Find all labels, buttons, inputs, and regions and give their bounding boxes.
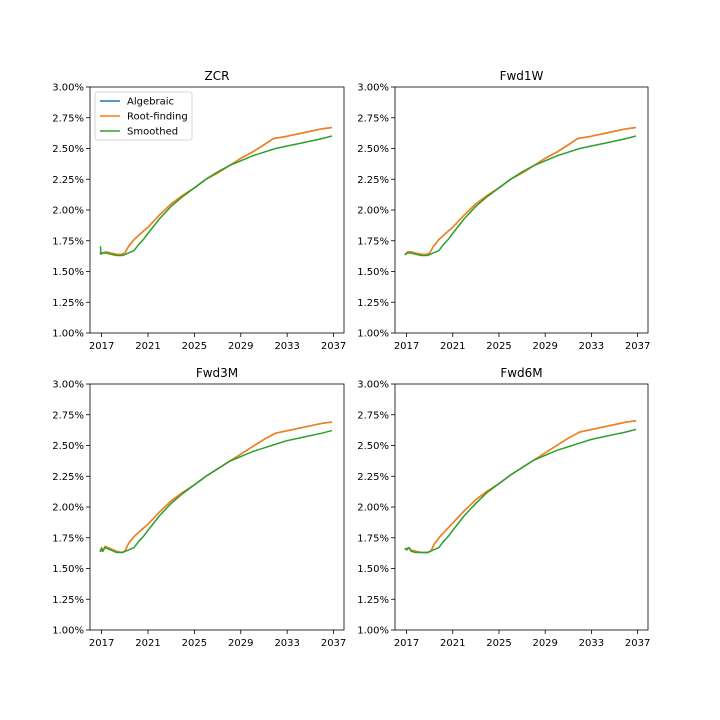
y-tick-label: 1.50% (357, 564, 389, 575)
x-tick-label: 2017 (394, 341, 419, 352)
x-tick-label: 2037 (321, 638, 346, 649)
x-tick-label: 2017 (89, 638, 114, 649)
y-tick-label: 1.25% (52, 595, 84, 606)
x-tick-label: 2017 (394, 638, 419, 649)
y-tick-label: 1.50% (52, 267, 84, 278)
x-tick-label: 2033 (274, 341, 299, 352)
subplot-title: Fwd3M (196, 366, 238, 380)
y-tick-label: 2.50% (357, 144, 389, 155)
axes-frame (89, 86, 345, 334)
x-tick-label: 2029 (532, 341, 557, 352)
x-tick-label: 2021 (135, 638, 160, 649)
y-tick-label: 1.00% (52, 329, 84, 340)
series-line-root-finding (404, 126, 637, 256)
x-tick-label: 2021 (440, 341, 465, 352)
x-tick-label: 2025 (182, 341, 207, 352)
y-tick-label: 1.00% (357, 626, 389, 637)
x-tick-label: 2017 (89, 341, 114, 352)
axes-frame (89, 383, 345, 631)
y-tick-label: 2.00% (52, 206, 84, 217)
x-tick-label: 2021 (135, 341, 160, 352)
y-tick-label: 1.50% (52, 564, 84, 575)
y-tick-label: 2.00% (357, 503, 389, 514)
y-tick-label: 2.75% (52, 410, 84, 421)
y-tick-label: 2.25% (52, 472, 84, 483)
axes-frame (394, 383, 649, 631)
series-line-smoothed (404, 428, 637, 554)
x-tick-label: 2029 (532, 638, 557, 649)
x-tick-label: 2025 (486, 638, 511, 649)
series-group (404, 420, 637, 554)
y-tick-label: 1.25% (52, 298, 84, 309)
y-tick-label: 2.25% (357, 472, 389, 483)
y-tick-label: 1.75% (357, 533, 389, 544)
subplot-fwd6m: Fwd6M 1.00% 1.25% 1.50% 1.75% 2.00% 2.25% 2.50%… (357, 366, 650, 649)
y-tick-label: 1.75% (52, 533, 84, 544)
y-tick-label: 2.75% (357, 113, 389, 124)
legend-box (94, 91, 193, 141)
x-tick-label: 2033 (274, 638, 299, 649)
y-tick-label: 3.00% (52, 83, 84, 94)
legend-label: Smoothed (127, 127, 178, 138)
series-line-smoothed (99, 429, 333, 554)
y-tick-label: 1.25% (357, 595, 389, 606)
y-tick-label: 1.75% (52, 236, 84, 247)
x-tick-label: 2037 (321, 341, 346, 352)
y-tick-label: 2.25% (357, 175, 389, 186)
series-line-root-finding (99, 421, 333, 554)
legend-label: Algebraic (127, 97, 174, 108)
subplot-title: Fwd1W (500, 69, 544, 83)
y-tick-label: 2.00% (52, 503, 84, 514)
subplot-zcr: ZCR 1.00% 1.25% 1.50% 1.75% 2.00% 2.25% 2.50% 2.… (52, 69, 346, 352)
subplot-fwd3m: Fwd3M 1.00% 1.25% 1.50% 1.75% 2.00% 2.25% 2.50%… (52, 366, 346, 649)
subplot-fwd1w: Fwd1W 1.00% 1.25% 1.50% 1.75% 2.00% 2.25% 2.50%… (357, 69, 650, 352)
y-tick-label: 1.50% (357, 267, 389, 278)
y-tick-label: 3.00% (357, 83, 389, 94)
y-tick-label: 2.50% (357, 441, 389, 452)
subplot-title: ZCR (205, 69, 230, 83)
y-tick-label: 3.00% (52, 380, 84, 391)
legend: Algebraic Root-finding Smoothed (94, 91, 193, 141)
x-tick-label: 2021 (440, 638, 465, 649)
y-tick-label: 2.50% (52, 441, 84, 452)
series-group (404, 126, 637, 257)
subplot-title: Fwd6M (500, 366, 542, 380)
series-line-smoothed (404, 135, 637, 257)
y-tick-label: 2.50% (52, 144, 84, 155)
legend-label: Root-finding (127, 112, 188, 123)
y-tick-label: 1.00% (357, 329, 389, 340)
y-tick-label: 1.00% (52, 626, 84, 637)
axes-frame (394, 86, 649, 334)
series-line-smoothed (99, 135, 333, 257)
y-tick-label: 1.75% (357, 236, 389, 247)
x-tick-label: 2033 (579, 638, 604, 649)
x-tick-label: 2025 (486, 341, 511, 352)
series-group (99, 421, 333, 554)
x-tick-label: 2029 (228, 341, 253, 352)
y-tick-label: 3.00% (357, 380, 389, 391)
y-tick-label: 2.75% (52, 113, 84, 124)
x-tick-label: 2037 (625, 341, 650, 352)
series-group (99, 126, 333, 257)
x-tick-label: 2037 (625, 638, 650, 649)
y-tick-label: 1.25% (357, 298, 389, 309)
x-tick-label: 2025 (182, 638, 207, 649)
y-tick-label: 2.75% (357, 410, 389, 421)
y-tick-label: 2.00% (357, 206, 389, 217)
x-tick-label: 2033 (579, 341, 604, 352)
x-tick-label: 2029 (228, 638, 253, 649)
y-tick-label: 2.25% (52, 175, 84, 186)
series-line-root-finding (99, 126, 333, 256)
